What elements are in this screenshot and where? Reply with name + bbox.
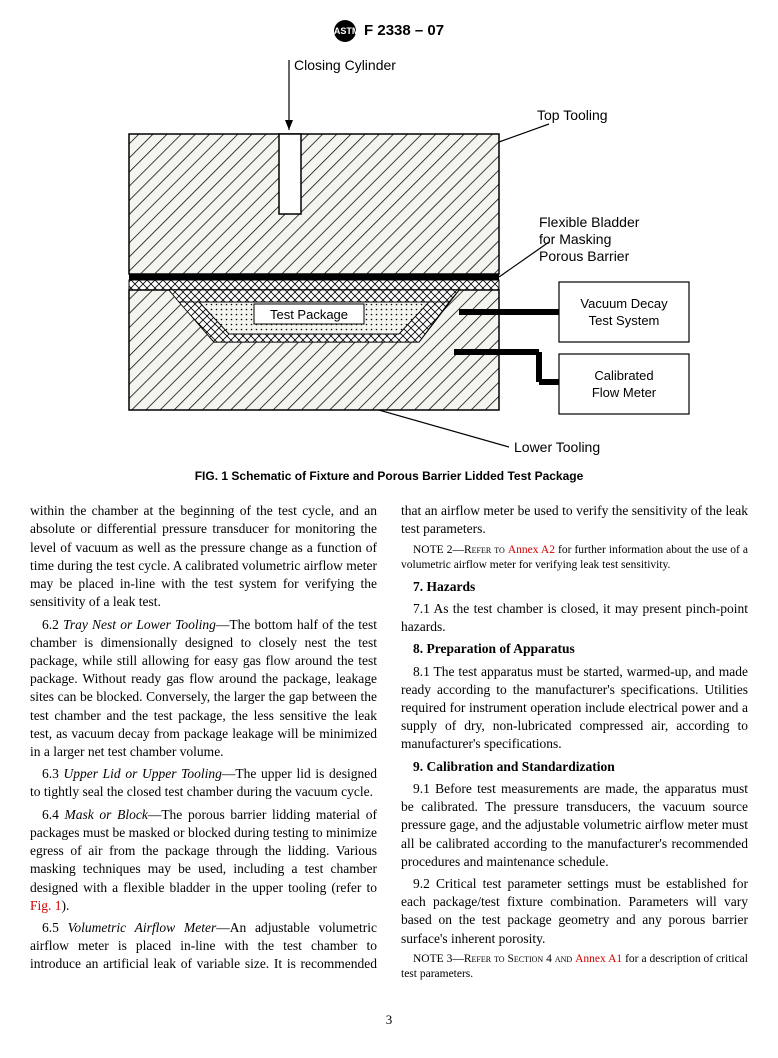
svg-text:Flow Meter: Flow Meter xyxy=(592,385,657,400)
note-2: NOTE 2—Refer to Annex A2 for further inf… xyxy=(401,543,748,574)
figure-caption: FIG. 1 Schematic of Fixture and Porous B… xyxy=(30,468,748,484)
svg-text:Porous Barrier: Porous Barrier xyxy=(539,248,630,264)
body-text: within the chamber at the beginning of t… xyxy=(30,502,748,983)
section-9-head: 9. Calibration and Standardization xyxy=(401,758,748,776)
page-header: ASTM F 2338 – 07 xyxy=(30,20,748,42)
astm-logo: ASTM xyxy=(334,20,356,42)
para-8-1: 8.1 The test apparatus must be started, … xyxy=(401,663,748,754)
page-number: 3 xyxy=(30,1011,748,1029)
svg-text:for Masking: for Masking xyxy=(539,231,611,247)
label-top-tooling: Top Tooling xyxy=(537,107,608,123)
svg-text:Test System: Test System xyxy=(589,313,660,328)
section-7-head: 7. Hazards xyxy=(401,578,748,596)
para-9-1: 9.1 Before test measurements are made, t… xyxy=(401,780,748,871)
label-test-package: Test Package xyxy=(270,307,348,322)
para-6-4: 6.4 Mask or Block—The porous barrier lid… xyxy=(30,806,377,915)
para-7-1: 7.1 As the test chamber is closed, it ma… xyxy=(401,600,748,636)
note-3: NOTE 3—Refer to Section 4 and Annex A1 f… xyxy=(401,952,748,983)
label-closing-cylinder: Closing Cylinder xyxy=(294,57,396,73)
para-6-2: 6.2 Tray Nest or Lower Tooling—The botto… xyxy=(30,616,377,762)
designation: F 2338 – 07 xyxy=(364,22,444,39)
label-flex-bladder-1: Flexible Bladder xyxy=(539,214,640,230)
label-flow-meter-1: Calibrated xyxy=(594,368,653,383)
para-6-3: 6.3 Upper Lid or Upper Tooling—The upper… xyxy=(30,765,377,801)
figure-1: Closing Cylinder Top Tooling Test Packag… xyxy=(30,52,748,462)
para-cont: within the chamber at the beginning of t… xyxy=(30,502,377,611)
label-vacuum-decay-1: Vacuum Decay xyxy=(580,296,668,311)
para-9-2: 9.2 Critical test parameter settings mus… xyxy=(401,875,748,948)
label-lower-tooling: Lower Tooling xyxy=(514,439,600,455)
section-8-head: 8. Preparation of Apparatus xyxy=(401,640,748,658)
